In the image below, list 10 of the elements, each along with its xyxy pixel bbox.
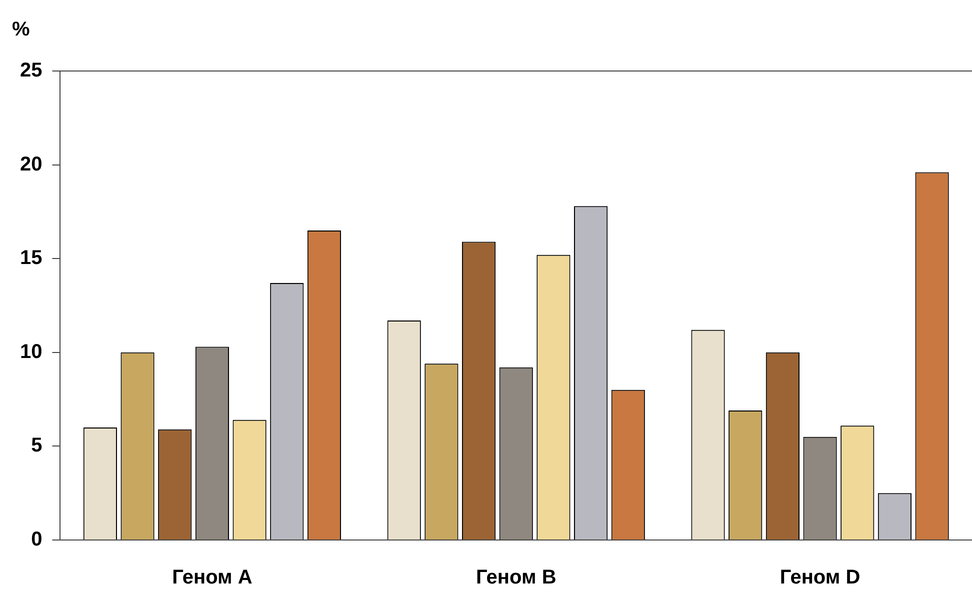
y-tick-label: 20 xyxy=(20,153,42,176)
y-tick-label: 5 xyxy=(31,434,42,457)
y-tick-label: 15 xyxy=(20,247,42,270)
x-tick-label: Геном A xyxy=(172,566,252,589)
y-tick-label: 25 xyxy=(20,60,42,82)
x-tick-label: Геном D xyxy=(780,566,860,589)
x-tick-label: Геном B xyxy=(476,566,556,589)
y-axis-title: % xyxy=(12,18,30,41)
y-tick-label: 10 xyxy=(20,340,42,363)
y-tick-label: 0 xyxy=(31,528,42,551)
